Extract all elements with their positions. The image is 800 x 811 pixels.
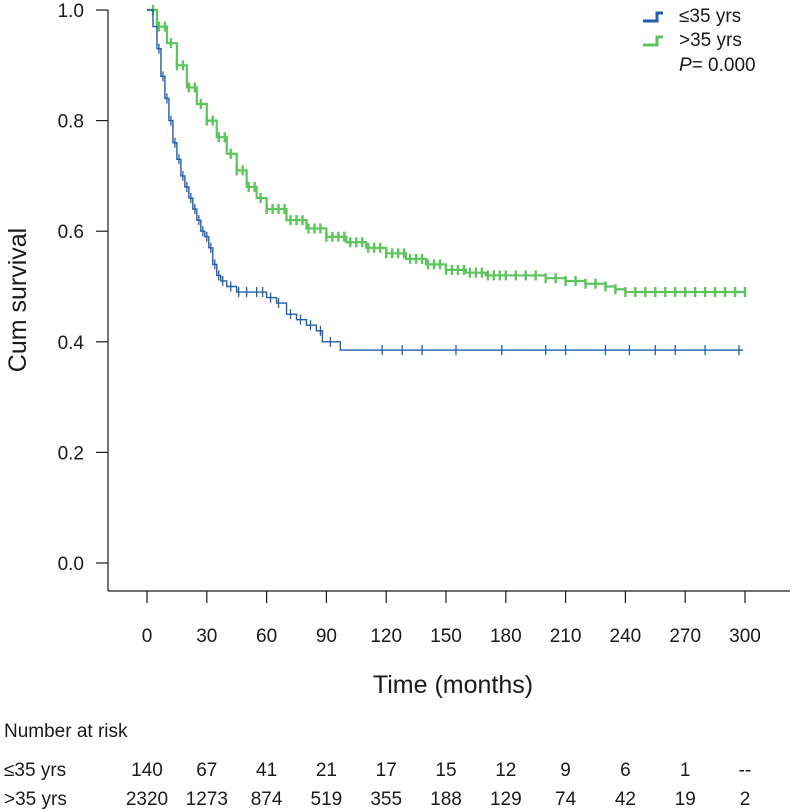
risk-cell: 874 bbox=[251, 789, 283, 810]
risk-cell: 9 bbox=[560, 760, 571, 781]
series-line-le35 bbox=[147, 9, 744, 351]
risk-cell: 129 bbox=[490, 789, 522, 810]
risk-cell: 74 bbox=[555, 789, 577, 810]
x-tick-label: 150 bbox=[430, 626, 462, 647]
risk-cell: 17 bbox=[376, 760, 397, 781]
x-tick-label: 60 bbox=[256, 626, 277, 647]
legend-swatch-le35 bbox=[643, 11, 663, 23]
risk-cell: 6 bbox=[620, 760, 631, 781]
risk-cell: 140 bbox=[131, 760, 163, 781]
x-tick-label: 240 bbox=[610, 626, 642, 647]
risk-cell: 21 bbox=[316, 760, 337, 781]
risk-cell: 1273 bbox=[186, 789, 228, 810]
risk-table-title: Number at risk bbox=[4, 721, 128, 742]
risk-cell: 1 bbox=[680, 760, 691, 781]
x-tick-label: 0 bbox=[142, 626, 153, 647]
x-tick-label: 300 bbox=[729, 626, 761, 647]
y-tick-label: 0.0 bbox=[58, 554, 84, 575]
risk-cell: 12 bbox=[495, 760, 516, 781]
risk-cell: 2 bbox=[740, 789, 751, 810]
legend-label-gt35: >35 yrs bbox=[679, 30, 742, 51]
legend-swatch-gt35 bbox=[643, 35, 663, 47]
x-tick-label: 120 bbox=[370, 626, 402, 647]
series-layer bbox=[147, 5, 747, 356]
risk-cell: -- bbox=[739, 760, 752, 781]
risk-cell: 67 bbox=[196, 760, 217, 781]
risk-row-label: ≤35 yrs bbox=[4, 760, 66, 781]
x-axis-title: Time (months) bbox=[373, 671, 533, 699]
p-label: P bbox=[679, 55, 692, 76]
x-tick-label: 30 bbox=[196, 626, 217, 647]
risk-cell: 188 bbox=[430, 789, 462, 810]
y-tick-label: 0.8 bbox=[58, 112, 84, 133]
x-tick-label: 270 bbox=[669, 626, 701, 647]
x-tick-label: 180 bbox=[490, 626, 522, 647]
risk-cell: 15 bbox=[435, 760, 456, 781]
risk-cell: 42 bbox=[615, 789, 636, 810]
p-value-text: P= 0.000 bbox=[679, 55, 756, 76]
risk-cell: 2320 bbox=[126, 789, 168, 810]
risk-cell: 41 bbox=[256, 760, 277, 781]
risk-row-label: >35 yrs bbox=[4, 789, 67, 810]
legend: ≤35 yrs >35 yrs P= 0.000 bbox=[643, 6, 756, 76]
p-value: = 0.000 bbox=[692, 55, 756, 76]
y-tick-label: 0.6 bbox=[58, 222, 84, 243]
risk-cell: 519 bbox=[311, 789, 343, 810]
risk-cell: 355 bbox=[370, 789, 402, 810]
y-tick-label: 0.4 bbox=[58, 333, 85, 354]
x-tick-group: 0 30 60 90 120 150 180 210 240 270 300 bbox=[142, 591, 761, 647]
y-tick-label: 1.0 bbox=[58, 1, 84, 22]
y-tick-group: 0.0 0.2 0.4 0.6 0.8 1.0 bbox=[58, 1, 108, 575]
x-tick-label: 90 bbox=[316, 626, 337, 647]
y-tick-label: 0.2 bbox=[58, 443, 84, 464]
y-axis-title: Cum survival bbox=[4, 228, 32, 372]
legend-label-le35: ≤35 yrs bbox=[679, 6, 741, 27]
risk-cell: 19 bbox=[675, 789, 696, 810]
plot-axes bbox=[107, 10, 790, 592]
series-line-gt35 bbox=[147, 8, 745, 294]
risk-table: ≤35 yrs 140 67 41 21 17 15 12 9 6 1 -->35 yrs 2320 12… bbox=[4, 760, 751, 810]
x-tick-label: 210 bbox=[550, 626, 582, 647]
